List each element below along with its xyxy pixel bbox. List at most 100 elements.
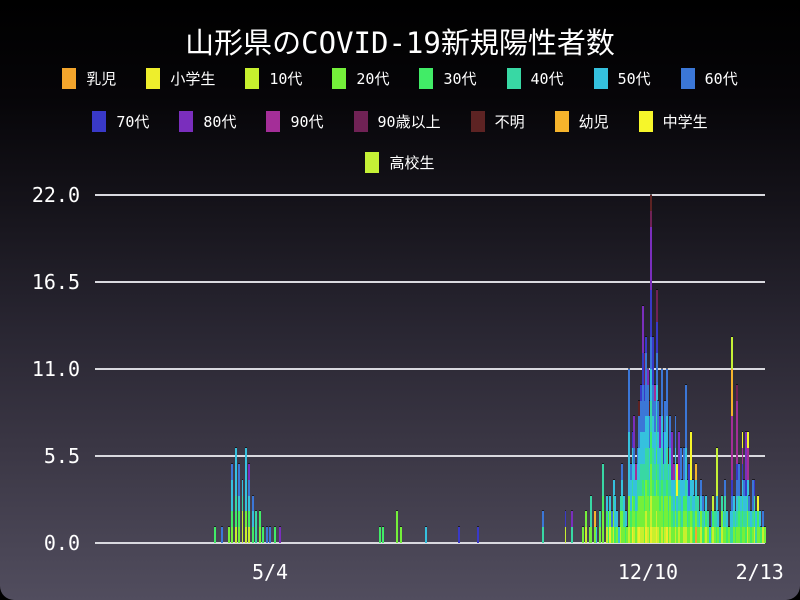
bar-segment xyxy=(214,527,216,543)
bar-segment xyxy=(631,527,634,543)
bar-segment xyxy=(705,511,708,528)
bar-segment xyxy=(653,495,656,528)
bar-segment xyxy=(248,495,251,512)
bar-segment xyxy=(708,527,711,543)
bar-segment xyxy=(640,495,643,528)
bar-segment xyxy=(621,495,624,512)
bar-segment xyxy=(751,527,754,543)
bar-segment xyxy=(241,479,244,496)
bar-segment xyxy=(676,511,679,528)
bar-segment xyxy=(265,527,268,543)
bar-segment xyxy=(693,511,696,528)
bar-segment xyxy=(641,495,644,528)
bar-segment xyxy=(684,384,687,449)
bar-segment xyxy=(652,479,655,496)
bar-segment xyxy=(712,527,715,543)
bar-segment xyxy=(755,527,758,543)
bar-segment xyxy=(425,527,428,543)
bar-segment xyxy=(714,511,716,528)
bar-segment xyxy=(671,527,673,543)
legend-item-11: 90歳以上 xyxy=(353,110,441,132)
bar-segment xyxy=(645,479,648,512)
bar-segment xyxy=(695,463,698,480)
bar-segment xyxy=(683,511,686,528)
bar-segment xyxy=(744,527,747,543)
bar-segment xyxy=(702,511,704,528)
bar-segment xyxy=(724,495,727,528)
bar-segment xyxy=(664,463,667,496)
y-tick-label: 0.0 xyxy=(43,531,80,555)
legend-row-1: 乳児 小学生 10代 20代 30代 40代 50代 60代 xyxy=(0,66,800,90)
bar-segment xyxy=(638,448,641,480)
bar-segment xyxy=(667,527,670,543)
bar-segment xyxy=(705,527,708,543)
bar-segment xyxy=(762,527,765,543)
bar-segment xyxy=(648,400,651,417)
y-tick-label: 16.5 xyxy=(31,270,80,294)
bar-segment xyxy=(595,527,598,543)
bar-segment xyxy=(650,210,653,227)
bar-segment xyxy=(652,527,655,543)
bar-segment xyxy=(588,527,591,543)
bar-segment xyxy=(652,495,655,528)
bar-segment xyxy=(645,337,648,354)
legend-label: 幼児 xyxy=(578,112,609,131)
gridline-y-5.5 xyxy=(95,455,765,457)
bar-segment xyxy=(750,511,753,528)
legend-row-2: 70代 80代 90代 90歳以上 不明 幼児 中学生 xyxy=(0,109,800,133)
bar-segment xyxy=(705,495,708,512)
chart-title: 山形県のCOVID-19新規陽性者数 xyxy=(185,26,615,60)
bar-segment xyxy=(677,511,680,528)
bar-segment xyxy=(621,463,624,480)
bar-segment xyxy=(581,527,584,543)
bar-segment xyxy=(609,511,612,528)
legend-label: 小学生 xyxy=(170,69,216,88)
bar-segment xyxy=(605,511,608,528)
bar-segment xyxy=(660,479,663,496)
bar-segment xyxy=(746,495,749,512)
bar-segment xyxy=(571,527,574,543)
bar-segment xyxy=(652,384,655,417)
bar-segment xyxy=(688,527,691,543)
bar-segment xyxy=(650,527,653,543)
bar-segment xyxy=(683,479,686,496)
bar-segment xyxy=(645,448,648,480)
bar-segment xyxy=(707,527,710,543)
bar-segment xyxy=(736,479,739,496)
bar-segment xyxy=(664,432,667,464)
bar-segment xyxy=(647,416,649,449)
bar-segment xyxy=(758,511,761,528)
bar-segment xyxy=(741,527,744,543)
bar-segment xyxy=(248,479,251,496)
bar-segment xyxy=(628,495,631,528)
bar-segment xyxy=(691,527,694,543)
bar-segment xyxy=(269,527,271,543)
legend-label: 90歳以上 xyxy=(377,112,441,131)
legend-swatch-icon xyxy=(593,67,608,89)
bar-segment xyxy=(652,337,655,385)
bar-segment xyxy=(739,511,742,528)
bar-segment xyxy=(736,495,739,512)
bar-segment xyxy=(744,479,747,496)
bar-segment xyxy=(667,479,670,512)
bar-segment xyxy=(621,479,624,496)
legend-swatch-icon xyxy=(506,67,521,89)
legend-item-6: 50代 xyxy=(593,67,651,89)
bar-segment xyxy=(690,511,692,528)
bar-segment xyxy=(628,369,631,433)
bar-segment xyxy=(238,495,241,512)
bar-segment xyxy=(667,463,670,480)
bar-segment xyxy=(720,511,723,528)
bar-segment xyxy=(734,511,737,528)
bar-segment xyxy=(231,527,234,543)
bar-segment xyxy=(660,369,663,417)
gridline-y-0.0 xyxy=(95,542,765,544)
bar-segment xyxy=(643,432,646,464)
bar-segment xyxy=(633,463,636,496)
bar-segment xyxy=(665,479,668,496)
bar-segment xyxy=(251,511,254,528)
bar-segment xyxy=(607,511,610,528)
bar-segment xyxy=(751,479,754,512)
bar-segment xyxy=(643,400,646,433)
bar-segment xyxy=(660,495,663,528)
